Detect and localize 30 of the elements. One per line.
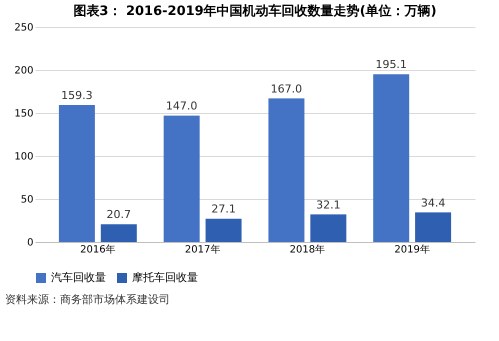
data-label: 20.7 (106, 208, 132, 222)
x-tick-label: 2017年 (184, 244, 220, 256)
y-tick-label: 250 (14, 22, 34, 34)
data-label: 32.1 (316, 198, 341, 212)
data-label: 27.1 (211, 202, 236, 216)
x-tick-label: 2019年 (394, 244, 430, 256)
chart-title: 图表3： 2016-2019年中国机动车回收数量走势(单位：万辆) (73, 3, 437, 19)
bar (58, 105, 95, 242)
bar (100, 224, 137, 242)
y-tick-label: 0 (27, 238, 34, 248)
bar (310, 214, 346, 242)
data-label: 195.1 (375, 58, 407, 72)
bar (373, 74, 410, 242)
data-label: 147.0 (166, 100, 198, 113)
data-label: 167.0 (270, 82, 302, 96)
x-tick-label: 2018年 (290, 244, 326, 256)
bar (206, 218, 242, 242)
bar (415, 212, 452, 242)
y-tick-label: 50 (20, 194, 34, 206)
bar (268, 98, 304, 242)
bar (164, 116, 200, 242)
y-tick-label: 100 (14, 152, 34, 162)
y-tick-label: 150 (14, 108, 34, 120)
y-tick-label: 200 (14, 66, 34, 76)
x-tick-label: 2016年 (80, 244, 116, 256)
legend-label: 摩托车回收量 (132, 271, 198, 284)
text: 资料来源：商务部市场体系建设司 (5, 293, 170, 306)
data-label: 34.4 (420, 196, 446, 210)
legend-label: 汽车回收量 (51, 271, 106, 284)
data-label: 159.3 (61, 89, 93, 102)
